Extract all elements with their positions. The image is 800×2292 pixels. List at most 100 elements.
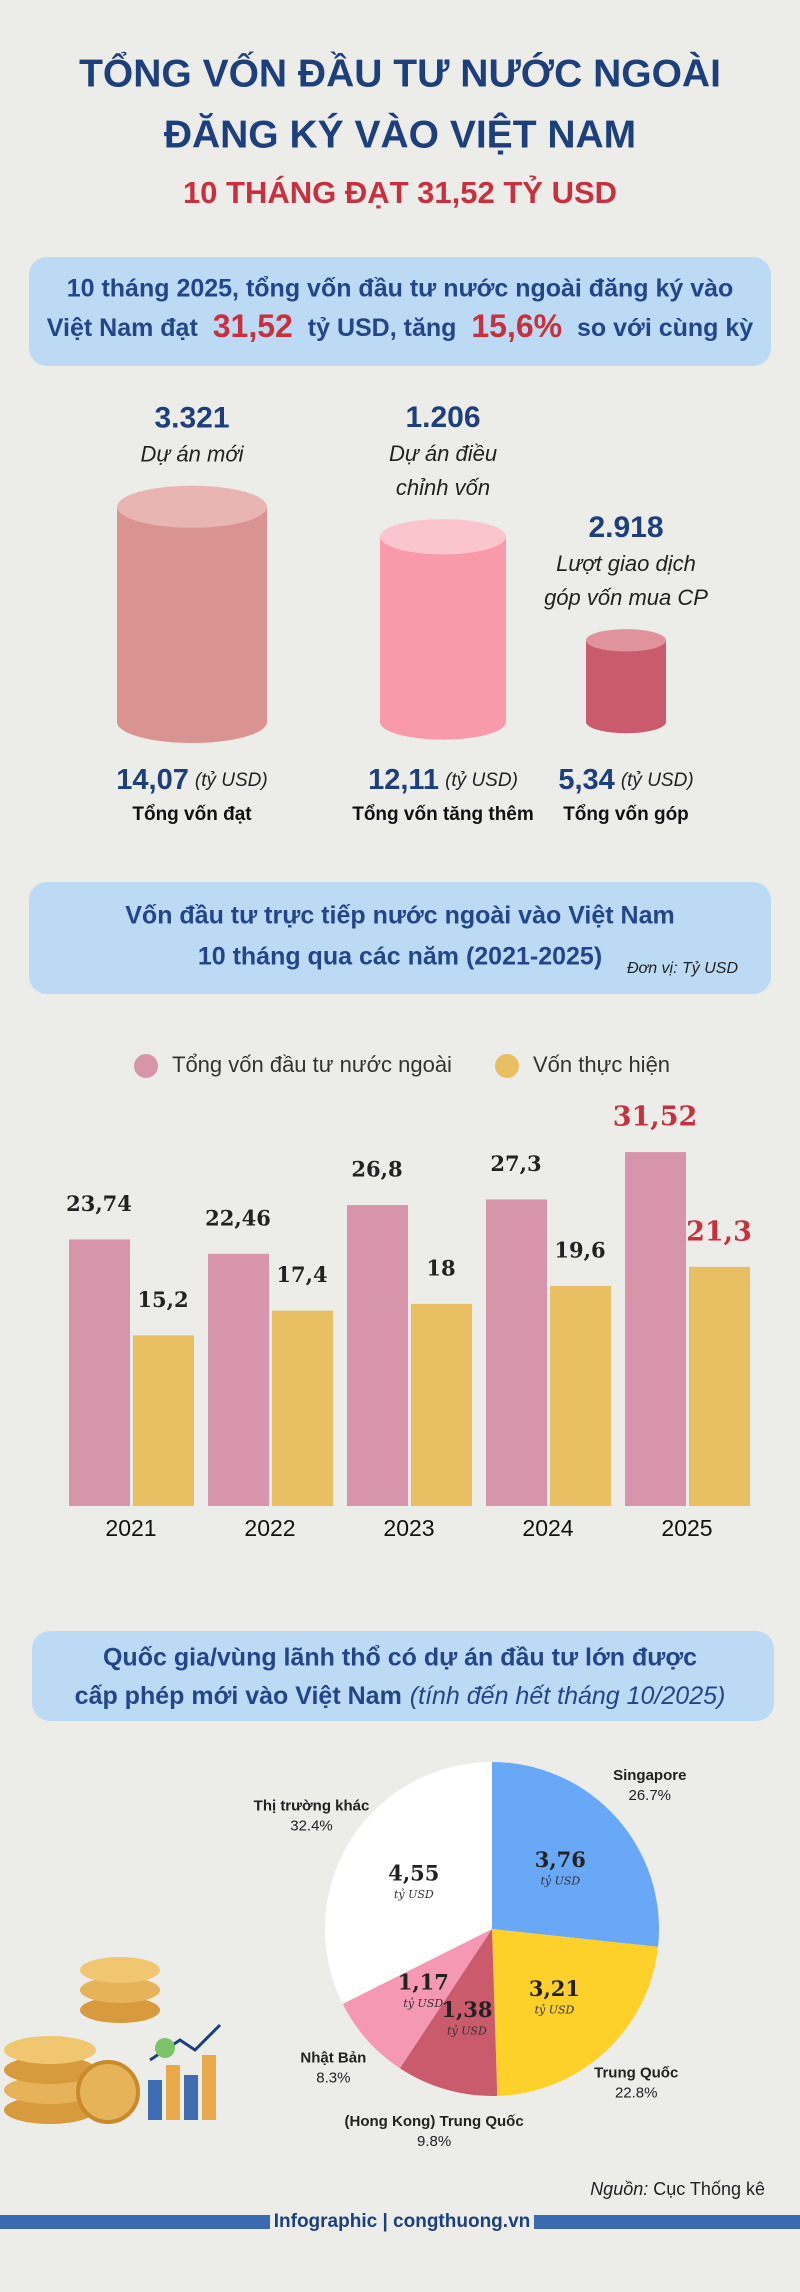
cylinder-body <box>586 640 666 722</box>
cylinder-top <box>380 519 506 555</box>
bar <box>133 1335 194 1506</box>
summary-text: Việt Nam đạt <box>47 314 199 342</box>
amount-unit: tỷ USD <box>447 2024 487 2037</box>
bar-title-box <box>29 882 771 994</box>
title-line: ĐĂNG KÝ VÀO VIỆT NAM <box>164 112 636 156</box>
bar <box>208 1253 269 1506</box>
x-tick-label: 2022 <box>244 1515 295 1541</box>
unit-note: Đơn vị: Tỷ USD <box>627 960 738 977</box>
x-tick-label: 2021 <box>105 1515 156 1541</box>
capital-value: 5,34 <box>558 764 614 796</box>
slice-label: Singapore <box>613 1767 686 1784</box>
bar <box>69 1239 130 1506</box>
amount-unit: tỷ USD <box>394 1888 434 1901</box>
capital-value: 12,11 <box>368 764 439 796</box>
capital-value: 14,07 <box>116 764 189 796</box>
count: 1.206 <box>405 401 480 434</box>
amount-label: 3,21 <box>529 1976 580 2001</box>
pie-title-note: (tính đến hết tháng 10/2025) <box>410 1682 726 1710</box>
bar <box>411 1303 472 1506</box>
cylinder-body <box>380 536 506 722</box>
count-description: chỉnh vốn <box>396 475 490 500</box>
slice-percent: 26.7% <box>628 1787 671 1804</box>
count-description: Lượt giao dịch <box>556 551 696 576</box>
amount-label: 4,55 <box>388 1860 439 1885</box>
count: 2.918 <box>588 511 663 544</box>
summary-capital: 31,52 <box>213 308 293 344</box>
cylinder-top <box>586 629 666 652</box>
summary-growth: 15,6% <box>471 308 562 344</box>
value-label: 27,3 <box>490 1151 541 1176</box>
x-tick-label: 2025 <box>661 1515 712 1541</box>
pie-title: Quốc gia/vùng lãnh thổ có dự án đầu tư l… <box>103 1644 697 1672</box>
source-text: Cục Thống kê <box>653 2179 765 2199</box>
amount-label: 1,17 <box>398 1969 449 1994</box>
legend-label: Vốn thực hiện <box>533 1052 670 1077</box>
title-line: TỔNG VỐN ĐẦU TƯ NƯỚC NGOÀI <box>79 50 721 95</box>
amount-unit: tỷ USD <box>540 1875 580 1888</box>
capital-unit: (tỷ USD) <box>621 770 694 791</box>
bar <box>486 1199 547 1506</box>
value-label: 31,52 <box>613 1102 698 1133</box>
slice-percent: 22.8% <box>615 2084 658 2101</box>
amount-label: 3,76 <box>535 1847 586 1872</box>
slice-label: Trung Quốc <box>594 2064 678 2081</box>
footer-stripe <box>0 2215 270 2229</box>
count-description: góp vốn mua CP <box>544 585 708 610</box>
slice-percent: 9.8% <box>417 2133 451 2150</box>
cylinder-caption: Tổng vốn đạt <box>132 804 252 825</box>
pie-title-text: cấp phép mới vào Việt Nam <box>75 1682 402 1710</box>
pie-slice <box>399 1929 498 2096</box>
value-label: 21,3 <box>686 1216 752 1247</box>
value-label: 17,4 <box>276 1262 327 1287</box>
slice-label: Thị trường khác <box>254 1798 370 1815</box>
bar <box>689 1266 750 1506</box>
cylinder-body <box>117 506 267 722</box>
capital-unit: (tỷ USD) <box>195 770 268 791</box>
credit: Infographic | congthuong.vn <box>274 2211 531 2232</box>
value-label: 23,74 <box>66 1191 132 1216</box>
capital-label: 12,11 (tỷ USD) <box>368 764 518 796</box>
slice-percent: 8.3% <box>316 2070 350 2087</box>
value-label: 22,46 <box>205 1205 271 1230</box>
summary-line: Việt Nam đạt 31,52 tỷ USD, tăng 15,6% so… <box>47 308 753 344</box>
pie-title-box <box>32 1631 774 1721</box>
slice-percent: 32.4% <box>290 1818 333 1835</box>
summary-line: 10 tháng 2025, tổng vốn đầu tư nước ngoà… <box>67 275 734 303</box>
slice-label: (Hong Kong) Trung Quốc <box>345 2113 524 2130</box>
capital-label: 5,34 (tỷ USD) <box>558 764 693 796</box>
legend-swatch <box>495 1054 519 1078</box>
bar <box>347 1205 408 1506</box>
footer-stripe <box>534 2215 800 2229</box>
source-label: Nguồn: <box>590 2179 648 2199</box>
summary-text: tỷ USD, tăng <box>308 314 457 342</box>
value-label: 15,2 <box>137 1287 188 1312</box>
pie-slice <box>342 1929 492 2069</box>
bar-title: Vốn đầu tư trực tiếp nước ngoài vào Việt… <box>125 902 675 930</box>
cylinder-top <box>117 485 267 528</box>
source: Nguồn: Cục Thống kê <box>590 2179 765 2199</box>
amount-unit: tỷ USD <box>403 1997 443 2010</box>
legend-swatch <box>134 1054 158 1078</box>
subtitle: 10 THÁNG ĐẠT 31,52 TỶ USD <box>183 175 617 210</box>
bar <box>625 1152 686 1506</box>
value-label: 18 <box>426 1255 455 1280</box>
legend-label: Tổng vốn đầu tư nước ngoài <box>172 1052 452 1077</box>
amount-unit: tỷ USD <box>535 2003 575 2016</box>
summary-box <box>29 257 771 366</box>
slice-label: Nhật Bản <box>300 2050 366 2067</box>
x-tick-label: 2024 <box>522 1515 573 1541</box>
cylinder-caption: Tổng vốn tăng thêm <box>352 804 534 825</box>
amount-label: 1,38 <box>441 1997 492 2022</box>
bar <box>272 1310 333 1506</box>
bar-title: 10 tháng qua các năm (2021-2025) <box>198 943 602 971</box>
count-description: Dự án mới <box>140 442 244 467</box>
pie-slice <box>492 1929 659 2096</box>
pie-slice <box>492 1762 659 1947</box>
capital-unit: (tỷ USD) <box>445 770 518 791</box>
cylinder-caption: Tổng vốn góp <box>563 804 689 825</box>
pie-title: cấp phép mới vào Việt Nam (tính đến hết t… <box>75 1682 726 1710</box>
pie-slice <box>324 1762 492 2004</box>
value-label: 26,8 <box>351 1157 402 1182</box>
